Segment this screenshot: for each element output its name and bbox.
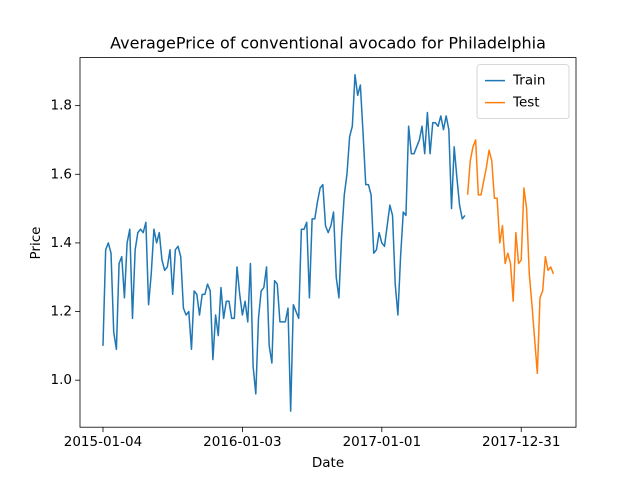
legend-label: Test	[512, 95, 540, 111]
y-tick-label: 1.8	[51, 98, 72, 114]
y-tick-label: 1.6	[51, 166, 72, 182]
y-tick-label: 1.4	[51, 235, 72, 251]
y-tick-label: 1.2	[51, 304, 72, 320]
x-tick-label: 2016-01-03	[203, 434, 281, 450]
legend-label: Train	[512, 73, 545, 89]
y-tick-label: 1.0	[51, 372, 72, 388]
legend-box	[476, 64, 570, 119]
x-tick-label: 2017-12-31	[482, 434, 560, 450]
line-series	[466, 139, 555, 375]
x-tick-label: 2017-01-01	[343, 434, 421, 450]
plot-frame	[79, 57, 577, 428]
x-tick-label: 2015-01-04	[64, 434, 142, 450]
chart-title: AveragePrice of conventional avocado for…	[110, 34, 546, 53]
y-axis-label: Price	[28, 227, 44, 260]
x-axis-label: Date	[312, 455, 344, 471]
line-series	[102, 74, 466, 412]
